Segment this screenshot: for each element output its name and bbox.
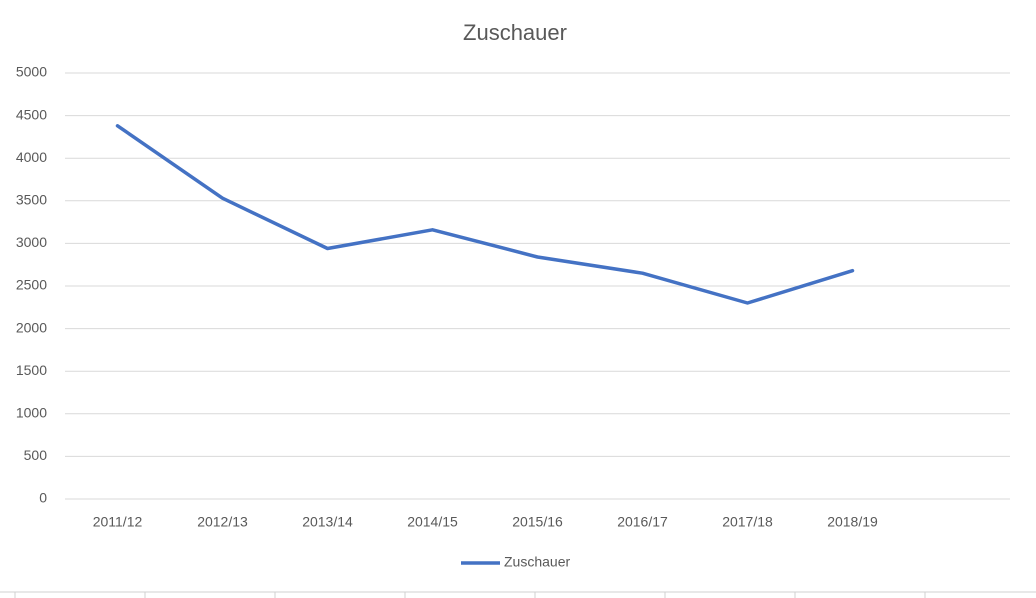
y-tick-label: 500 [24, 447, 48, 463]
y-tick-label: 5000 [16, 64, 47, 80]
x-tick-label: 2012/13 [197, 514, 248, 530]
legend-label: Zuschauer [504, 554, 570, 570]
y-tick-label: 3500 [16, 192, 47, 208]
y-tick-label: 1000 [16, 405, 47, 421]
chart-title: Zuschauer [463, 20, 567, 45]
y-tick-label: 2500 [16, 277, 47, 293]
y-tick-label: 4500 [16, 106, 47, 122]
line-series [115, 124, 855, 305]
x-tick-label: 2014/15 [407, 514, 458, 530]
x-tick-label: 2015/16 [512, 514, 563, 530]
x-tick-label: 2013/14 [302, 514, 353, 530]
y-tick-label: 4000 [16, 149, 47, 165]
y-tick-label: 1500 [16, 362, 47, 378]
sheet-gridlines [0, 591, 1036, 598]
x-tick-label: 2018/19 [827, 514, 878, 530]
x-tick-label: 2017/18 [722, 514, 773, 530]
y-tick-label: 2000 [16, 319, 47, 335]
y-tick-label: 3000 [16, 234, 47, 250]
x-tick-label: 2011/12 [93, 514, 143, 530]
x-tick-label: 2016/17 [617, 514, 668, 530]
y-tick-label: 0 [39, 490, 47, 506]
